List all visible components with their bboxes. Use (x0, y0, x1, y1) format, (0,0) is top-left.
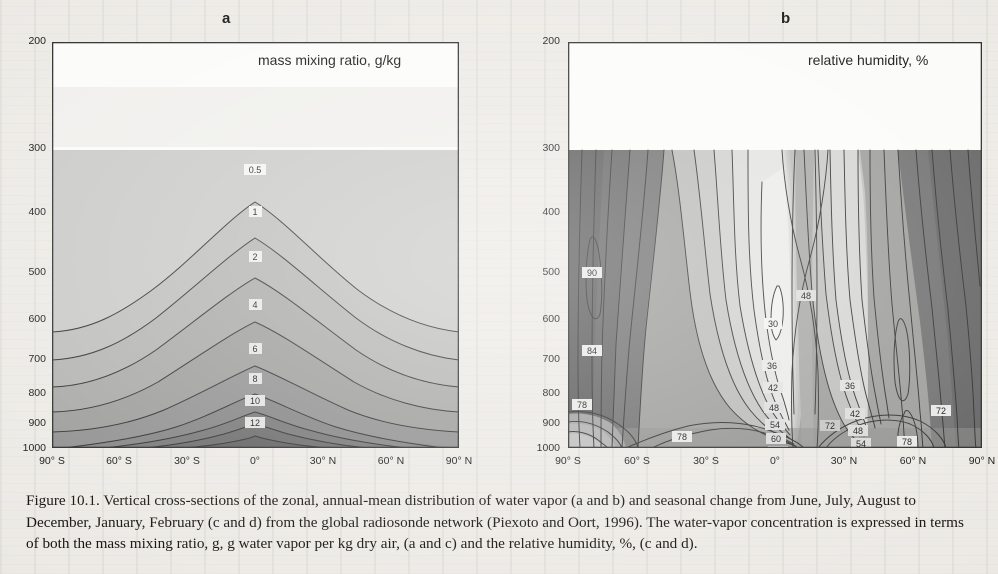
panel-b-xtick-60S: 60° S (624, 455, 650, 467)
panel-a-ytick-800: 800 (28, 387, 46, 399)
panel-a-plot-area: 0.5 1 2 4 6 8 10 12 (52, 42, 459, 448)
panel-a-contour-label-1: 1 (252, 207, 257, 217)
panel-a: a 200 300 400 500 600 700 800 900 1000 9… (0, 0, 500, 480)
panel-b-contour-label-90: 90 (587, 268, 597, 278)
panel-b-contour-label-48-sh: 48 (769, 403, 779, 413)
panel-b-plot-area: 90 84 78 78 78 30 36 42 (568, 42, 982, 448)
panel-a-ytick-700: 700 (28, 353, 46, 365)
panel-a-ytick-600: 600 (28, 313, 46, 325)
panel-b-contour-label-30: 30 (768, 319, 778, 329)
panel-b-contour-label-84: 84 (587, 346, 597, 356)
panel-b-ytick-1000: 1000 (536, 442, 560, 454)
panel-b-contour-label-54-sh: 54 (770, 420, 780, 430)
panel-a-contour-label-2: 2 (252, 252, 257, 262)
panel-a-contour-label-8: 8 (252, 374, 257, 384)
panel-b-xtick-90N: 90° N (968, 455, 996, 467)
panel-a-contour-label-12: 12 (250, 418, 260, 428)
panel-b-ytick-800: 800 (542, 387, 560, 399)
panel-a-xtick-30N: 30° N (309, 455, 337, 467)
panel-a-xtick-90N: 90° N (445, 455, 473, 467)
panel-b-ytick-300: 300 (542, 142, 560, 154)
panel-b-title: relative humidity, % (808, 52, 929, 68)
panel-b-ytick-400: 400 (542, 206, 560, 218)
panel-b: b 200 300 400 500 600 700 800 900 1000 9… (516, 0, 998, 480)
panel-b-frame (568, 42, 982, 448)
panel-b-contour-label-42-nh: 42 (850, 409, 860, 419)
panel-a-ytick-300: 300 (28, 142, 46, 154)
panel-b-contour-label-78-sh: 78 (677, 432, 687, 442)
panel-a-ytick-1000: 1000 (22, 442, 46, 454)
panel-a-ytick-400: 400 (28, 206, 46, 218)
panel-a-ytick-500: 500 (28, 266, 46, 278)
panel-b-contour-label-78-polar: 78 (577, 400, 587, 410)
panel-b-contour-label-78-nh: 78 (902, 437, 912, 447)
panel-a-contour-label-6: 6 (252, 344, 257, 354)
panel-b-ytick-700: 700 (542, 353, 560, 365)
panel-b-contour-label-72-equator: 72 (825, 421, 835, 431)
panel-a-xtick-90S: 90° S (39, 455, 65, 467)
panel-b-xtick-0: 0° (769, 455, 781, 467)
panel-a-letter: a (222, 10, 231, 27)
panel-b-letter: b (781, 10, 791, 27)
panel-a-contour-label-0p5: 0.5 (249, 165, 262, 175)
panel-b-contour-label-36-sh: 36 (767, 361, 777, 371)
panel-a-title: mass mixing ratio, g/kg (258, 52, 402, 68)
panel-b-contour-label-48-equator: 48 (801, 291, 811, 301)
panel-b-contour-label-48-nh: 48 (853, 426, 863, 436)
panel-b-contour-label-54-nh: 54 (856, 439, 866, 448)
panel-a-ytick-900: 900 (28, 417, 46, 429)
panel-a-ytick-200: 200 (28, 35, 46, 47)
panel-b-xtick-30N: 30° N (830, 455, 858, 467)
panel-a-contour-label-4: 4 (252, 300, 257, 310)
panel-b-xtick-90S: 90° S (555, 455, 581, 467)
panel-b-ytick-200: 200 (542, 35, 560, 47)
panel-b-ytick-500: 500 (542, 266, 560, 278)
panel-a-contour-svg: 0.5 1 2 4 6 8 10 12 (52, 42, 459, 448)
figure-caption: Figure 10.1. Vertical cross-sections of … (26, 492, 964, 553)
panel-b-contour-label-42-sh: 42 (768, 383, 778, 393)
panel-b-xtick-30S: 30° S (693, 455, 719, 467)
panel-a-xtick-30S: 30° S (174, 455, 200, 467)
panel-a-xtick-0: 0° (249, 455, 261, 467)
panel-b-contour-svg: 90 84 78 78 78 30 36 42 (568, 42, 982, 448)
panel-b-ytick-900: 900 (542, 417, 560, 429)
panel-a-xtick-60N: 60° N (377, 455, 405, 467)
panel-a-xtick-60S: 60° S (106, 455, 132, 467)
panel-b-contour-label-72-nh: 72 (936, 406, 946, 416)
panel-b-contour-label-60-sh: 60 (771, 434, 781, 444)
panel-b-xtick-60N: 60° N (899, 455, 927, 467)
panel-a-contour-label-10: 10 (250, 396, 260, 406)
panel-a-frame (52, 42, 459, 448)
panel-b-contour-label-36-nh: 36 (845, 381, 855, 391)
panel-b-ytick-600: 600 (542, 313, 560, 325)
